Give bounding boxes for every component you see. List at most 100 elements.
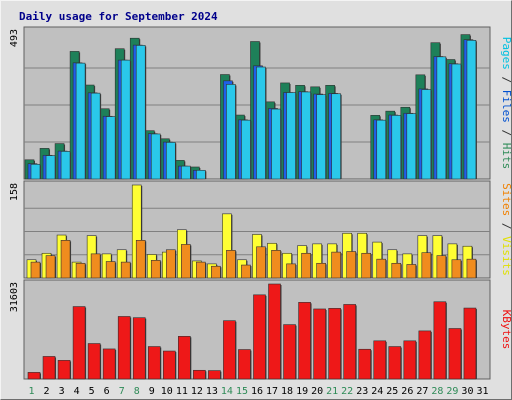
panel-kbytes: 31603 KBytes xyxy=(9,279,511,380)
bar-kbytes-day-27 xyxy=(418,330,432,380)
x-tick-label-19: 19 xyxy=(296,386,308,397)
axis-label-part: / xyxy=(500,123,511,143)
x-tick-label-11: 11 xyxy=(176,386,188,397)
panel-visits-sites: 158 Sites / Visits xyxy=(9,180,511,279)
x-tick-label-21: 21 xyxy=(326,386,338,397)
bar-kbytes-day-7 xyxy=(117,316,131,380)
x-tick-label-4: 4 xyxy=(74,386,80,397)
axis-label-visits-sites: Sites / Visits xyxy=(500,183,511,276)
bar-sites-day-9 xyxy=(150,260,161,279)
bar-pages-day-16 xyxy=(256,66,266,180)
x-tick-label-15: 15 xyxy=(236,386,248,397)
series-sites xyxy=(30,240,477,279)
x-tick-label-12: 12 xyxy=(191,386,203,397)
bar-pages-day-12 xyxy=(196,169,206,180)
chart-title: Daily usage for September 2024 xyxy=(19,10,218,23)
bar-sites-day-17 xyxy=(271,250,281,279)
bar-sites-day-5 xyxy=(90,253,101,279)
x-tick-label-8: 8 xyxy=(134,386,140,397)
bar-kbytes-day-2 xyxy=(42,356,56,380)
bar-pages-day-9 xyxy=(150,133,161,180)
bar-pages-day-26 xyxy=(406,113,417,180)
axis-label-part: / xyxy=(500,216,511,236)
x-tick-label-18: 18 xyxy=(281,386,293,397)
bar-sites-day-30 xyxy=(466,258,477,279)
bar-pages-day-11 xyxy=(181,165,191,180)
bar-kbytes-day-13 xyxy=(208,370,221,380)
bar-kbytes-day-18 xyxy=(283,324,296,380)
bar-kbytes-day-5 xyxy=(87,343,101,380)
bar-pages-day-24 xyxy=(376,119,387,180)
axis-label-part: / xyxy=(500,70,511,90)
bar-pages-day-7 xyxy=(120,59,131,180)
bar-kbytes-day-1 xyxy=(27,372,41,380)
bar-pages-day-14 xyxy=(226,84,236,180)
axis-label-part: KBytes xyxy=(500,310,511,350)
bar-pages-day-17 xyxy=(271,108,281,180)
bar-sites-day-23 xyxy=(361,252,372,279)
bar-kbytes-day-8 xyxy=(132,317,146,380)
bar-sites-day-14 xyxy=(226,250,236,279)
bar-pages-day-8 xyxy=(135,45,146,180)
bar-sites-day-4 xyxy=(75,262,86,279)
bar-sites-day-21 xyxy=(331,251,341,279)
x-tick-label-25: 25 xyxy=(386,386,398,397)
x-tick-label-26: 26 xyxy=(401,386,413,397)
bar-pages-day-2 xyxy=(45,155,56,180)
x-tick-label-9: 9 xyxy=(149,386,155,397)
panel-hits-files-pages: 493 Pages / Files / Hits xyxy=(9,26,511,180)
x-tick-label-23: 23 xyxy=(356,386,368,397)
x-tick-label-24: 24 xyxy=(371,386,383,397)
series-pages xyxy=(30,40,477,180)
bar-sites-day-15 xyxy=(241,264,251,279)
bar-pages-day-5 xyxy=(90,92,101,180)
axis-label-hits-files-pages: Pages / Files / Hits xyxy=(500,37,511,170)
bar-pages-day-19 xyxy=(301,91,311,180)
bar-pages-day-3 xyxy=(60,151,71,180)
bar-pages-day-6 xyxy=(105,116,116,180)
bar-kbytes-day-4 xyxy=(72,306,86,380)
bar-kbytes-day-26 xyxy=(403,340,417,380)
bar-sites-day-8 xyxy=(135,240,146,279)
x-tick-label-30: 30 xyxy=(461,386,473,397)
bar-sites-day-24 xyxy=(376,258,387,279)
bar-sites-day-16 xyxy=(256,246,266,279)
bar-pages-day-20 xyxy=(316,94,326,180)
x-tick-label-7: 7 xyxy=(119,386,125,397)
bar-sites-day-3 xyxy=(60,240,71,279)
bar-pages-day-15 xyxy=(241,119,251,180)
bar-kbytes-day-30 xyxy=(463,307,477,380)
bar-kbytes-day-10 xyxy=(162,350,176,380)
bar-kbytes-day-6 xyxy=(102,348,116,380)
bar-sites-day-20 xyxy=(316,262,326,279)
axis-label-part: Files xyxy=(500,90,511,123)
x-tick-label-16: 16 xyxy=(251,386,263,397)
series-kbytes xyxy=(27,283,477,380)
bar-kbytes-day-16 xyxy=(253,294,266,380)
bar-kbytes-day-19 xyxy=(298,302,311,380)
bar-sites-day-19 xyxy=(301,252,311,279)
bar-pages-day-25 xyxy=(391,115,402,180)
bar-pages-day-28 xyxy=(436,56,447,180)
bar-pages-day-18 xyxy=(286,92,296,180)
bar-kbytes-day-21 xyxy=(328,308,341,380)
bar-sites-day-6 xyxy=(105,261,116,279)
bar-sites-day-13 xyxy=(211,265,221,279)
axis-label-part: Visits xyxy=(500,236,511,276)
bar-kbytes-day-24 xyxy=(373,340,387,380)
bar-kbytes-day-28 xyxy=(433,301,447,380)
bar-pages-day-10 xyxy=(165,142,176,180)
x-tick-label-13: 13 xyxy=(206,386,218,397)
bar-kbytes-day-11 xyxy=(178,336,191,380)
axis-label-part: Sites xyxy=(500,183,511,216)
bar-pages-day-21 xyxy=(331,93,341,180)
bar-pages-day-30 xyxy=(466,40,477,180)
x-tick-label-17: 17 xyxy=(266,386,278,397)
bar-kbytes-day-23 xyxy=(358,348,372,380)
bar-kbytes-day-17 xyxy=(268,283,281,380)
x-tick-label-14: 14 xyxy=(221,386,233,397)
x-tick-label-31: 31 xyxy=(476,386,488,397)
axis-label-part: Hits xyxy=(500,143,511,170)
